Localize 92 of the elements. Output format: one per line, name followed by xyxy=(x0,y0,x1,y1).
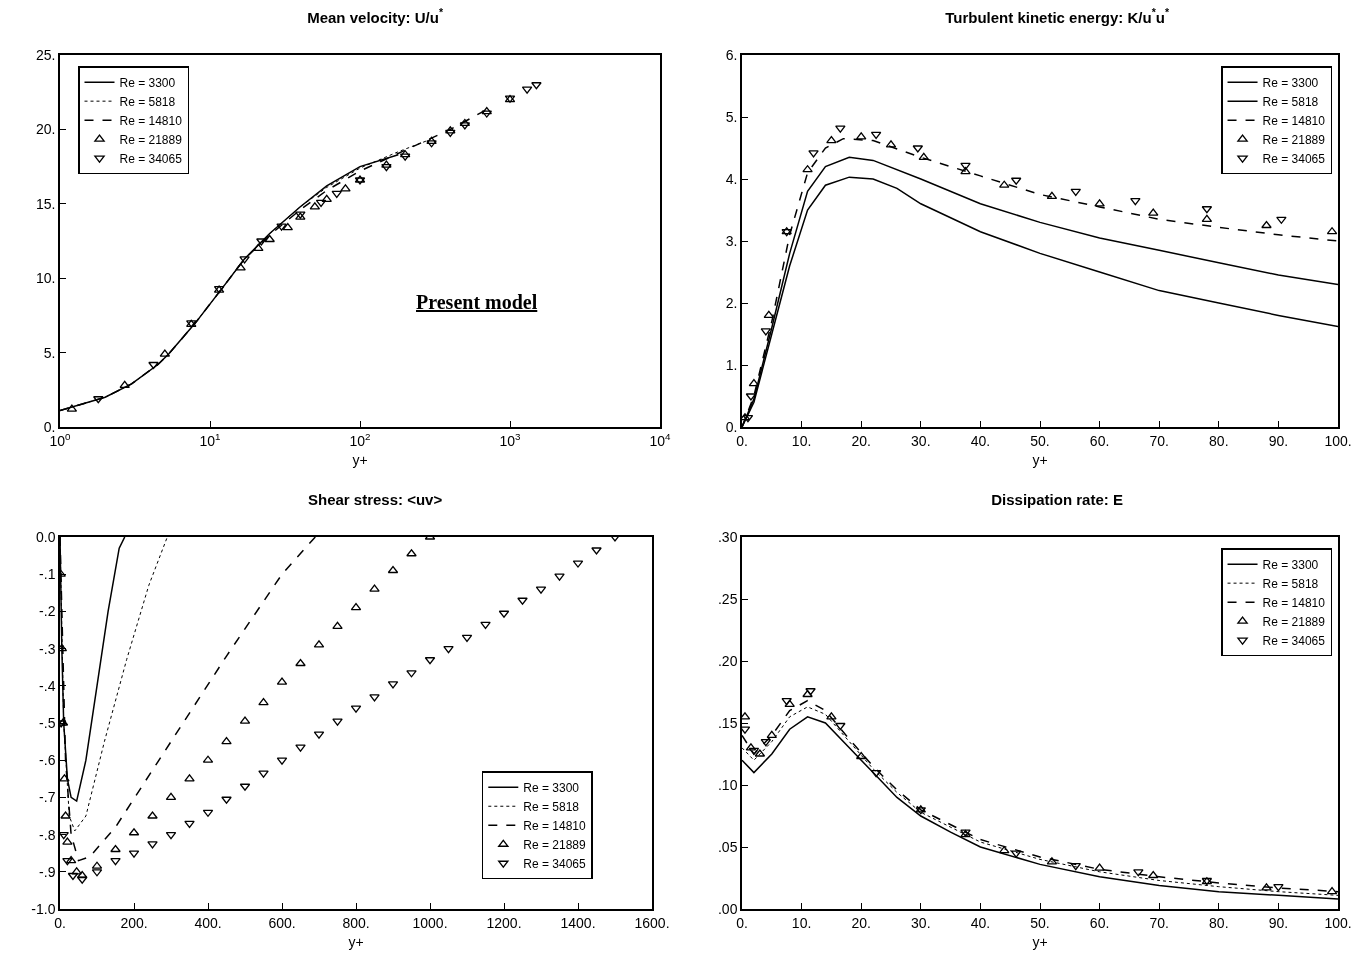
legend-label: Re = 34065 xyxy=(119,151,183,166)
x-tick-label: 10$^{3}$ xyxy=(499,430,522,449)
y-tick-label: .05 xyxy=(717,838,738,855)
legend-label: Re = 21889 xyxy=(119,132,183,147)
x-tick-label: 50. xyxy=(1030,914,1050,931)
x-tick-label: 90. xyxy=(1268,914,1289,931)
x-tick-label: 30. xyxy=(911,432,931,449)
x-tick-label: 800. xyxy=(342,914,370,931)
annotation: Present model xyxy=(416,291,538,313)
y-tick-label: .20 xyxy=(717,652,738,669)
y-tick-label: 0. xyxy=(725,418,738,435)
x-tick-label: 200. xyxy=(120,914,148,931)
legend-label: Re = 21889 xyxy=(1262,614,1326,629)
y-tick-label: -.6 xyxy=(39,752,56,769)
chart-title: Turbulent kinetic energy: K/u$^{*}$u$^{*}$ xyxy=(945,6,1170,26)
y-tick-label: 5. xyxy=(725,108,738,125)
chart-title: Mean velocity: U/u$^{*}$ xyxy=(307,6,444,26)
y-tick-label: -.5 xyxy=(39,714,56,731)
legend-label: Re = 14810 xyxy=(1262,595,1326,610)
x-tick-label: 10$^{1}$ xyxy=(199,430,221,449)
y-tick-label: 0.0 xyxy=(35,528,56,545)
legend-label: Re = 5818 xyxy=(119,94,176,109)
x-tick-label: 10. xyxy=(791,432,812,449)
legend-label: Re = 5818 xyxy=(1262,94,1319,109)
legend-label: Re = 3300 xyxy=(523,780,580,795)
y-tick-label: 10. xyxy=(35,270,56,287)
y-tick-label: 6. xyxy=(725,46,738,63)
y-tick-label: -.9 xyxy=(39,863,56,880)
x-tick-label: 80. xyxy=(1209,432,1229,449)
y-tick-label: 5. xyxy=(43,344,56,361)
x-tick-label: 10$^{4}$ xyxy=(649,430,672,449)
legend-label: Re = 34065 xyxy=(1262,151,1326,166)
x-tick-label: 400. xyxy=(194,914,222,931)
y-tick-label: 15. xyxy=(35,195,56,212)
x-tick-label: 90. xyxy=(1268,432,1289,449)
y-tick-label: .00 xyxy=(717,900,738,917)
x-axis-title: y+ xyxy=(352,452,368,469)
y-tick-label: 4. xyxy=(725,170,738,187)
legend-label: Re = 14810 xyxy=(1262,113,1326,128)
chart-title: Shear stress: <uv> xyxy=(307,490,443,508)
legend-label: Re = 3300 xyxy=(119,75,176,90)
x-tick-label: 70. xyxy=(1149,432,1169,449)
y-tick-label: .10 xyxy=(717,776,738,793)
x-tick-label: 10$^{2}$ xyxy=(349,430,371,449)
y-tick-label: 1. xyxy=(725,356,738,373)
y-tick-label: 25. xyxy=(35,46,56,63)
x-tick-label: 100. xyxy=(1324,914,1352,931)
x-tick-label: 60. xyxy=(1089,432,1110,449)
y-tick-label: 3. xyxy=(725,232,738,249)
y-tick-label: -.8 xyxy=(39,826,56,843)
y-tick-label: -.7 xyxy=(39,789,56,806)
y-tick-label: -.4 xyxy=(39,677,56,694)
x-axis-title: y+ xyxy=(1032,934,1048,951)
x-tick-label: 20. xyxy=(851,432,871,449)
x-tick-label: 1400. xyxy=(560,914,596,931)
x-tick-label: 20. xyxy=(851,914,871,931)
x-axis-title: y+ xyxy=(348,934,364,951)
y-tick-label: 2. xyxy=(725,294,738,311)
legend-label: Re = 3300 xyxy=(1262,75,1319,90)
x-tick-label: 1600. xyxy=(634,914,670,931)
y-tick-label: .25 xyxy=(717,590,738,607)
y-tick-label: .15 xyxy=(717,714,738,731)
x-tick-label: 1200. xyxy=(486,914,522,931)
y-tick-label: -.1 xyxy=(39,566,56,583)
legend-label: Re = 5818 xyxy=(523,799,580,814)
legend-label: Re = 21889 xyxy=(523,837,587,852)
legend-label: Re = 14810 xyxy=(523,818,587,833)
legend-label: Re = 34065 xyxy=(523,856,587,871)
y-tick-label: -.3 xyxy=(39,640,56,657)
legend-label: Re = 14810 xyxy=(119,113,183,128)
x-tick-label: 100. xyxy=(1324,432,1352,449)
y-tick-label: 20. xyxy=(35,121,56,138)
legend-label: Re = 34065 xyxy=(1262,633,1326,648)
x-tick-label: 80. xyxy=(1209,914,1229,931)
x-tick-label: 10. xyxy=(791,914,812,931)
x-tick-label: 1000. xyxy=(412,914,448,931)
x-tick-label: 60. xyxy=(1089,914,1110,931)
legend-label: Re = 21889 xyxy=(1262,132,1326,147)
x-tick-label: 30. xyxy=(911,914,931,931)
y-tick-label: 0. xyxy=(43,418,56,435)
y-tick-label: -.2 xyxy=(39,603,56,620)
x-tick-label: 600. xyxy=(268,914,296,931)
legend-label: Re = 3300 xyxy=(1262,557,1319,572)
y-tick-label: -1.0 xyxy=(31,900,56,917)
chart-title: Dissipation rate: E xyxy=(991,490,1123,508)
legend-label: Re = 5818 xyxy=(1262,576,1319,591)
x-tick-label: 40. xyxy=(970,914,991,931)
x-tick-label: 70. xyxy=(1149,914,1169,931)
x-axis-title: y+ xyxy=(1032,452,1048,469)
x-tick-label: 40. xyxy=(970,432,991,449)
x-tick-label: 50. xyxy=(1030,432,1050,449)
y-tick-label: .30 xyxy=(717,528,738,545)
